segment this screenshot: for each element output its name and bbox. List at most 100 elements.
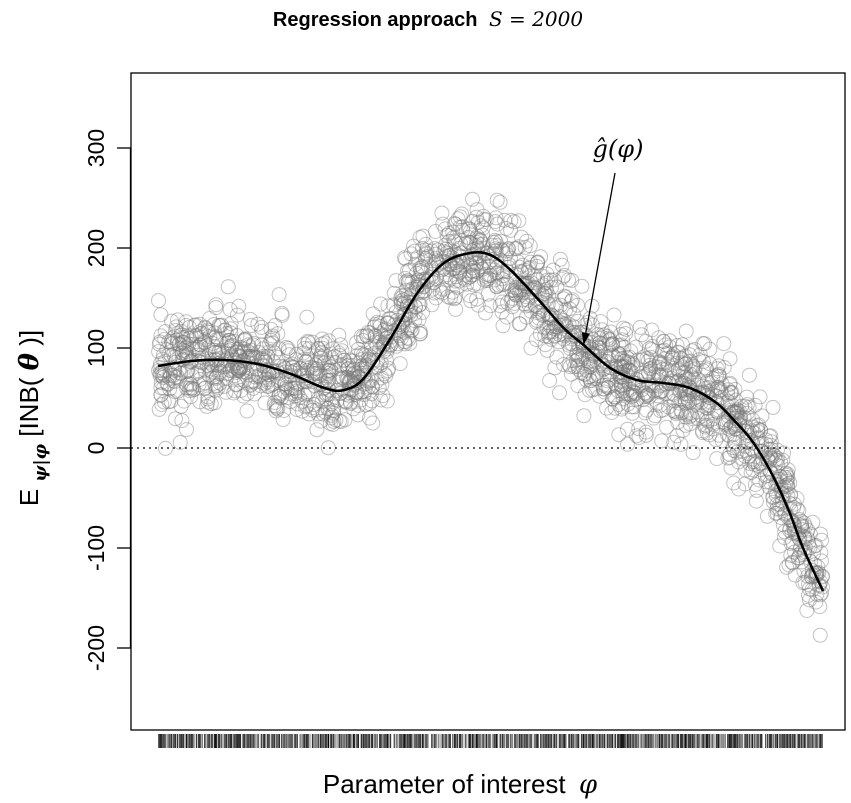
scatter-point <box>643 378 659 393</box>
scatter-point <box>634 382 650 398</box>
scatter-point <box>502 250 518 266</box>
scatter-point <box>698 411 714 427</box>
scatter-point <box>498 221 514 236</box>
scatter-point <box>278 340 294 355</box>
scatter-point <box>363 372 379 388</box>
scatter-point <box>574 335 590 351</box>
scatter-point <box>200 391 216 407</box>
scatter-point <box>354 361 370 377</box>
scatter-point <box>374 370 389 386</box>
scatter-point <box>392 319 408 335</box>
scatter-point <box>691 385 707 401</box>
scatter-point <box>758 432 774 448</box>
scatter-point <box>167 384 183 400</box>
scatter-point <box>710 380 726 396</box>
scatter-point <box>218 384 234 400</box>
scatter-point <box>200 322 216 338</box>
scatter-point <box>445 230 461 246</box>
scatter-point <box>276 384 292 400</box>
y-axis-label-sub: ψ|φ <box>31 443 51 481</box>
scatter-point <box>792 531 808 547</box>
scatter-point <box>629 371 645 387</box>
scatter-point <box>202 311 218 326</box>
scatter-point <box>404 322 420 338</box>
scatter-point <box>722 351 738 367</box>
scatter-point <box>507 283 523 299</box>
y-tick-label: 300 <box>83 129 109 167</box>
scatter-point <box>382 333 398 349</box>
scatter-point <box>669 404 685 420</box>
scatter-point <box>403 323 419 339</box>
scatter-point <box>618 321 634 337</box>
scatter-point <box>157 353 173 369</box>
scatter-point <box>710 383 726 399</box>
scatter-point <box>294 393 310 409</box>
scatter-point <box>517 275 533 291</box>
scatter-point <box>237 331 253 347</box>
scatter-point <box>463 250 478 266</box>
scatter-point <box>672 350 688 366</box>
scatter-point <box>628 392 644 408</box>
scatter-point <box>373 392 389 408</box>
scatter-point <box>267 318 283 333</box>
scatter-point <box>362 325 378 341</box>
scatter-point <box>455 219 471 235</box>
scatter-point <box>270 326 286 342</box>
scatter-point <box>763 434 779 450</box>
scatter-point <box>800 522 816 538</box>
scatter-point <box>652 354 668 370</box>
scatter-point <box>511 316 527 332</box>
scatter-point <box>741 448 757 464</box>
scatter-point <box>754 444 770 459</box>
scatter-point <box>453 236 469 252</box>
scatter-point <box>335 370 351 386</box>
scatter-point <box>270 349 286 365</box>
scatter-point <box>434 285 450 301</box>
scatter-point <box>210 380 226 396</box>
scatter-point <box>231 372 247 387</box>
scatter-point <box>620 436 635 452</box>
scatter-point <box>554 257 570 273</box>
scatter-point <box>570 313 586 329</box>
scatter-point <box>734 418 750 434</box>
scatter-point <box>376 322 392 338</box>
scatter-point <box>464 250 480 266</box>
scatter-point <box>364 378 380 394</box>
scatter-point <box>509 241 524 257</box>
scatter-point <box>727 435 743 451</box>
scatter-point <box>536 319 552 335</box>
scatter-point <box>241 367 257 383</box>
scatter-point <box>625 357 641 373</box>
scatter-point <box>542 309 558 325</box>
scatter-point <box>162 370 177 386</box>
scatter-point <box>700 380 716 395</box>
scatter-point <box>197 375 213 391</box>
y-axis-label: E ψ|φ [INB( θ )] <box>14 330 51 506</box>
scatter-point <box>343 395 359 411</box>
scatter-point <box>804 582 820 598</box>
scatter-point <box>803 554 819 570</box>
scatter-point <box>242 311 258 327</box>
scatter-point <box>151 344 167 360</box>
scatter-point <box>753 422 768 438</box>
scatter-point <box>508 266 524 282</box>
scatter-point <box>478 266 494 282</box>
scatter-point <box>666 365 682 381</box>
scatter-point <box>245 373 261 389</box>
scatter-point <box>300 386 316 402</box>
scatter-point <box>571 337 586 352</box>
scatter-point <box>496 276 512 292</box>
scatter-point <box>380 315 396 331</box>
scatter-point <box>487 272 503 288</box>
scatter-point <box>249 361 265 377</box>
scatter-point <box>780 470 796 485</box>
scatter-point <box>594 356 610 372</box>
scatter-point <box>564 329 580 345</box>
scatter-point <box>176 393 192 409</box>
scatter-point <box>447 273 463 289</box>
scatter-point <box>400 298 416 314</box>
scatter-point <box>533 249 549 265</box>
scatter-point <box>261 344 277 360</box>
scatter-point <box>200 389 216 405</box>
scatter-point <box>397 307 413 322</box>
